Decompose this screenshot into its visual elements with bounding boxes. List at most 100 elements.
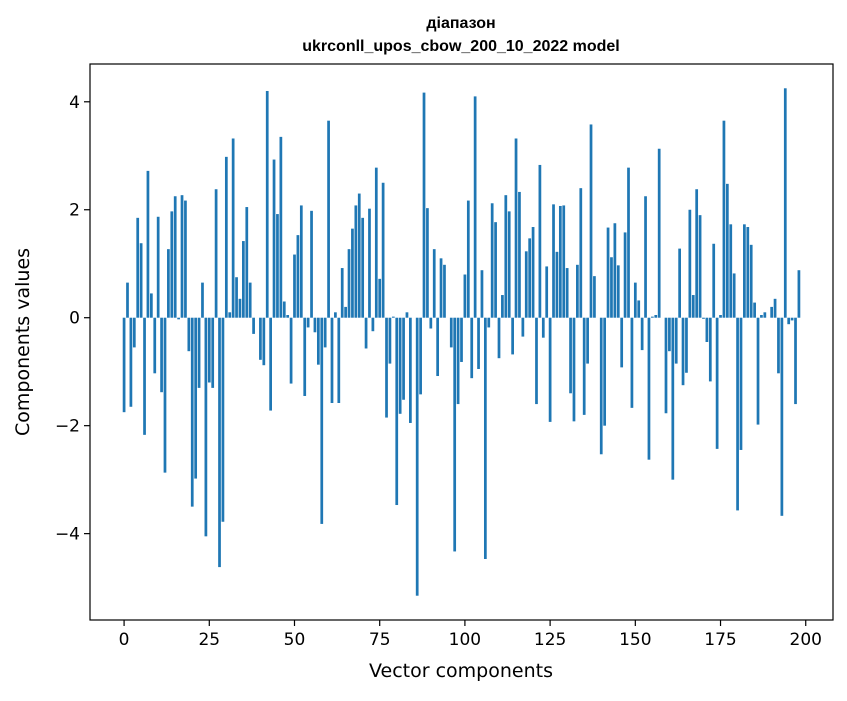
bar bbox=[481, 270, 484, 318]
bar bbox=[290, 318, 293, 384]
bar bbox=[157, 217, 160, 318]
bar bbox=[494, 222, 497, 318]
bar bbox=[402, 318, 405, 400]
bar bbox=[293, 255, 296, 318]
bar bbox=[787, 318, 790, 324]
bar bbox=[726, 184, 729, 318]
bar bbox=[590, 124, 593, 317]
bar bbox=[133, 318, 136, 348]
bar bbox=[583, 318, 586, 415]
bar bbox=[143, 318, 146, 435]
bar bbox=[211, 318, 214, 388]
y-axis-label: Components values bbox=[12, 248, 34, 436]
bar bbox=[791, 318, 794, 321]
bar bbox=[317, 318, 320, 365]
bar bbox=[552, 204, 555, 317]
bar bbox=[341, 268, 344, 318]
bar bbox=[702, 318, 705, 319]
bar bbox=[675, 318, 678, 364]
bar bbox=[794, 318, 797, 404]
bar bbox=[440, 258, 443, 317]
bar bbox=[331, 318, 334, 403]
bar bbox=[774, 299, 777, 318]
bar bbox=[716, 318, 719, 449]
bar bbox=[130, 318, 133, 407]
bar bbox=[501, 295, 504, 318]
bar bbox=[280, 137, 283, 318]
bar bbox=[245, 207, 248, 318]
bar bbox=[382, 183, 385, 318]
bar bbox=[573, 318, 576, 422]
bar bbox=[378, 279, 381, 318]
bar bbox=[201, 283, 204, 318]
bar bbox=[354, 205, 357, 317]
bar bbox=[297, 235, 300, 318]
bar bbox=[262, 318, 265, 366]
bar bbox=[348, 249, 351, 318]
bar bbox=[177, 318, 180, 320]
bar bbox=[682, 318, 685, 385]
bar bbox=[153, 318, 156, 374]
bar bbox=[372, 318, 375, 332]
bar bbox=[474, 96, 477, 317]
bar bbox=[218, 318, 221, 567]
bar bbox=[484, 318, 487, 559]
bar bbox=[160, 318, 163, 392]
bar bbox=[658, 149, 661, 318]
x-tick-label: 200 bbox=[790, 630, 822, 650]
bar bbox=[545, 266, 548, 317]
bar bbox=[736, 318, 739, 511]
bar bbox=[624, 232, 627, 317]
bar bbox=[436, 318, 439, 376]
bar bbox=[634, 283, 637, 318]
bar bbox=[170, 211, 173, 317]
bar bbox=[770, 307, 773, 318]
bar bbox=[375, 168, 378, 318]
bar bbox=[140, 243, 143, 317]
bar bbox=[242, 241, 245, 318]
bar bbox=[620, 318, 623, 368]
bar bbox=[781, 318, 784, 516]
bar bbox=[614, 223, 617, 317]
x-tick-label: 125 bbox=[534, 630, 566, 650]
bar bbox=[757, 318, 760, 425]
x-tick-label: 100 bbox=[449, 630, 481, 650]
bar bbox=[150, 293, 153, 317]
bar bbox=[610, 257, 613, 317]
bar bbox=[136, 218, 139, 318]
bar bbox=[709, 318, 712, 382]
bar bbox=[399, 318, 402, 414]
bar bbox=[395, 318, 398, 505]
bar bbox=[453, 318, 456, 552]
bar bbox=[187, 318, 190, 351]
bar bbox=[460, 318, 463, 362]
bar bbox=[784, 88, 787, 317]
bar bbox=[337, 318, 340, 403]
bar bbox=[344, 307, 347, 318]
bar bbox=[685, 318, 688, 373]
bar bbox=[549, 318, 552, 422]
bar bbox=[174, 196, 177, 317]
bar bbox=[562, 205, 565, 317]
bar bbox=[763, 312, 766, 317]
bar bbox=[450, 318, 453, 348]
bar bbox=[518, 192, 521, 318]
y-tick-label: −2 bbox=[55, 417, 80, 437]
bar bbox=[542, 318, 545, 338]
bar bbox=[528, 238, 531, 317]
bar bbox=[603, 318, 606, 426]
bar bbox=[249, 283, 252, 318]
bar bbox=[320, 318, 323, 524]
bar bbox=[586, 318, 589, 364]
bar bbox=[798, 270, 801, 318]
bar bbox=[464, 275, 467, 318]
bar bbox=[712, 244, 715, 318]
x-tick-label: 150 bbox=[619, 630, 651, 650]
bar bbox=[654, 315, 657, 318]
bar bbox=[467, 201, 470, 318]
bar bbox=[429, 318, 432, 329]
bar bbox=[324, 318, 327, 348]
bar bbox=[750, 245, 753, 318]
bar bbox=[147, 171, 150, 318]
bar bbox=[631, 318, 634, 408]
